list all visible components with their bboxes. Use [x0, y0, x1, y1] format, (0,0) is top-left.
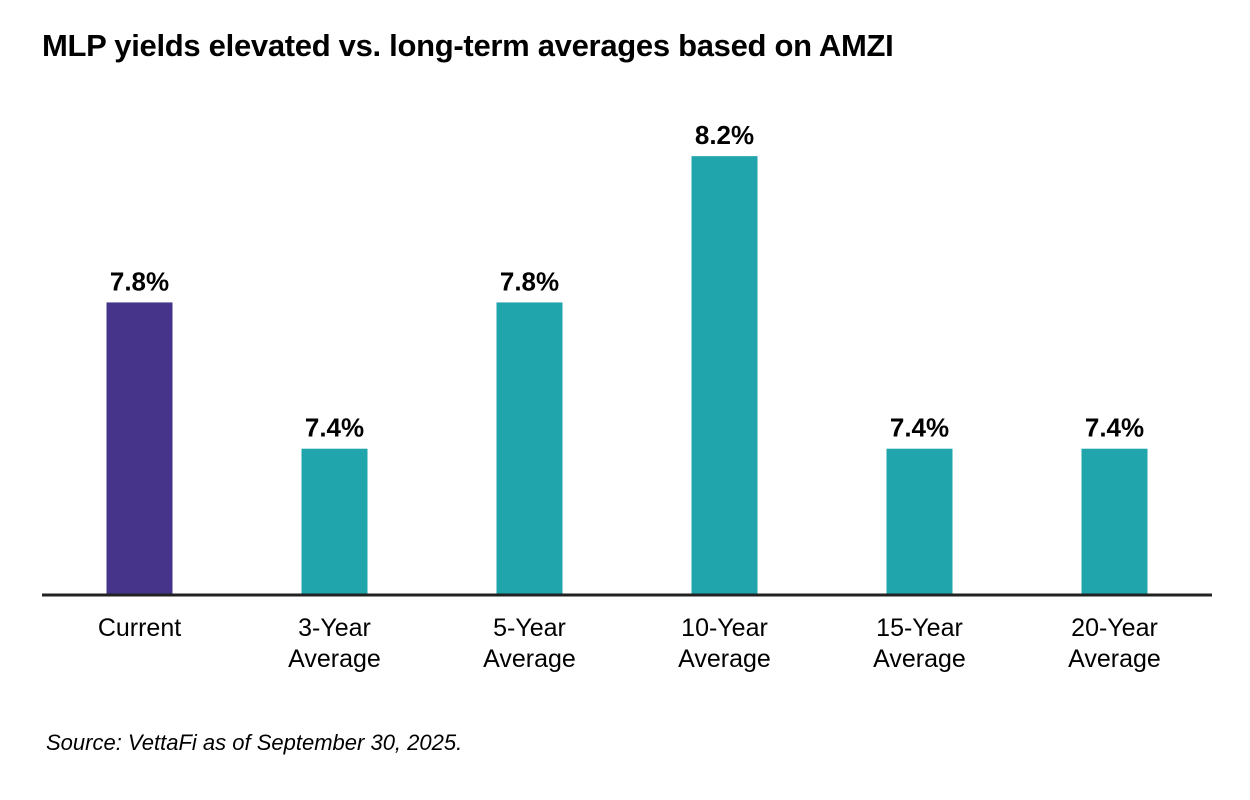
x-tick-label: Current — [97, 614, 182, 642]
chart-title: MLP yields elevated vs. long-term averag… — [42, 28, 894, 63]
source-note: Source: VettaFi as of September 30, 2025… — [46, 730, 463, 755]
x-tick-label: 20-Year Average — [1068, 614, 1161, 673]
bar — [496, 302, 563, 595]
value-label: 7.4% — [305, 413, 364, 443]
value-label: 7.4% — [890, 413, 949, 443]
value-label: 7.4% — [1085, 413, 1144, 443]
x-tick-label: 15-Year Average — [873, 614, 966, 673]
value-label: 7.8% — [110, 266, 169, 296]
bar — [106, 302, 173, 595]
value-label: 8.2% — [695, 120, 754, 150]
bar — [886, 448, 953, 595]
bar — [691, 156, 758, 595]
x-tick-label: 10-Year Average — [678, 614, 771, 673]
x-tick-label: 3-Year Average — [288, 614, 381, 673]
value-label: 7.8% — [500, 266, 559, 296]
x-tick-label: 5-Year Average — [483, 614, 576, 673]
bar — [301, 448, 368, 595]
bar — [1081, 448, 1148, 595]
